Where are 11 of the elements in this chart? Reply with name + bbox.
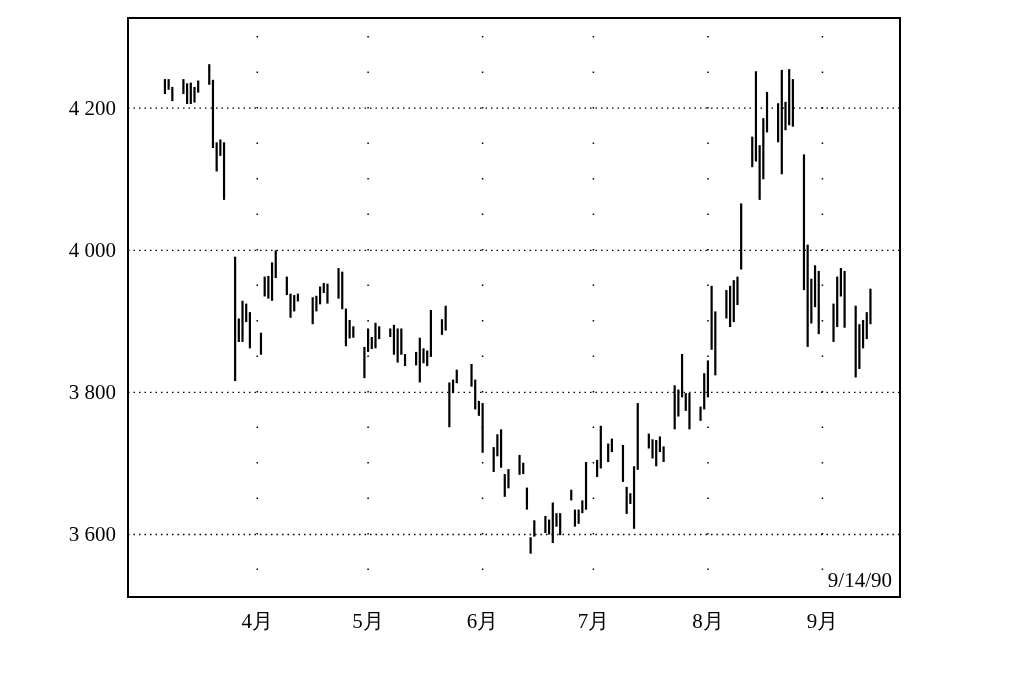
y-tick-label: 4 000 bbox=[68, 238, 116, 263]
x-tick-label: 5月 bbox=[352, 609, 384, 633]
x-tick-label: 6月 bbox=[466, 609, 499, 633]
annotation: 9/14/90 bbox=[827, 568, 892, 592]
x-tick-label: 9月 bbox=[806, 609, 839, 633]
y-tick-label: 3 600 bbox=[68, 522, 116, 547]
x-tick-label: 4月 bbox=[241, 609, 274, 633]
y-tick-label: 4 200 bbox=[68, 96, 116, 121]
x-tick-label: 7月 bbox=[577, 609, 610, 633]
x-tick-label: 8月 bbox=[692, 609, 724, 633]
y-tick-label: 3 800 bbox=[68, 380, 116, 405]
